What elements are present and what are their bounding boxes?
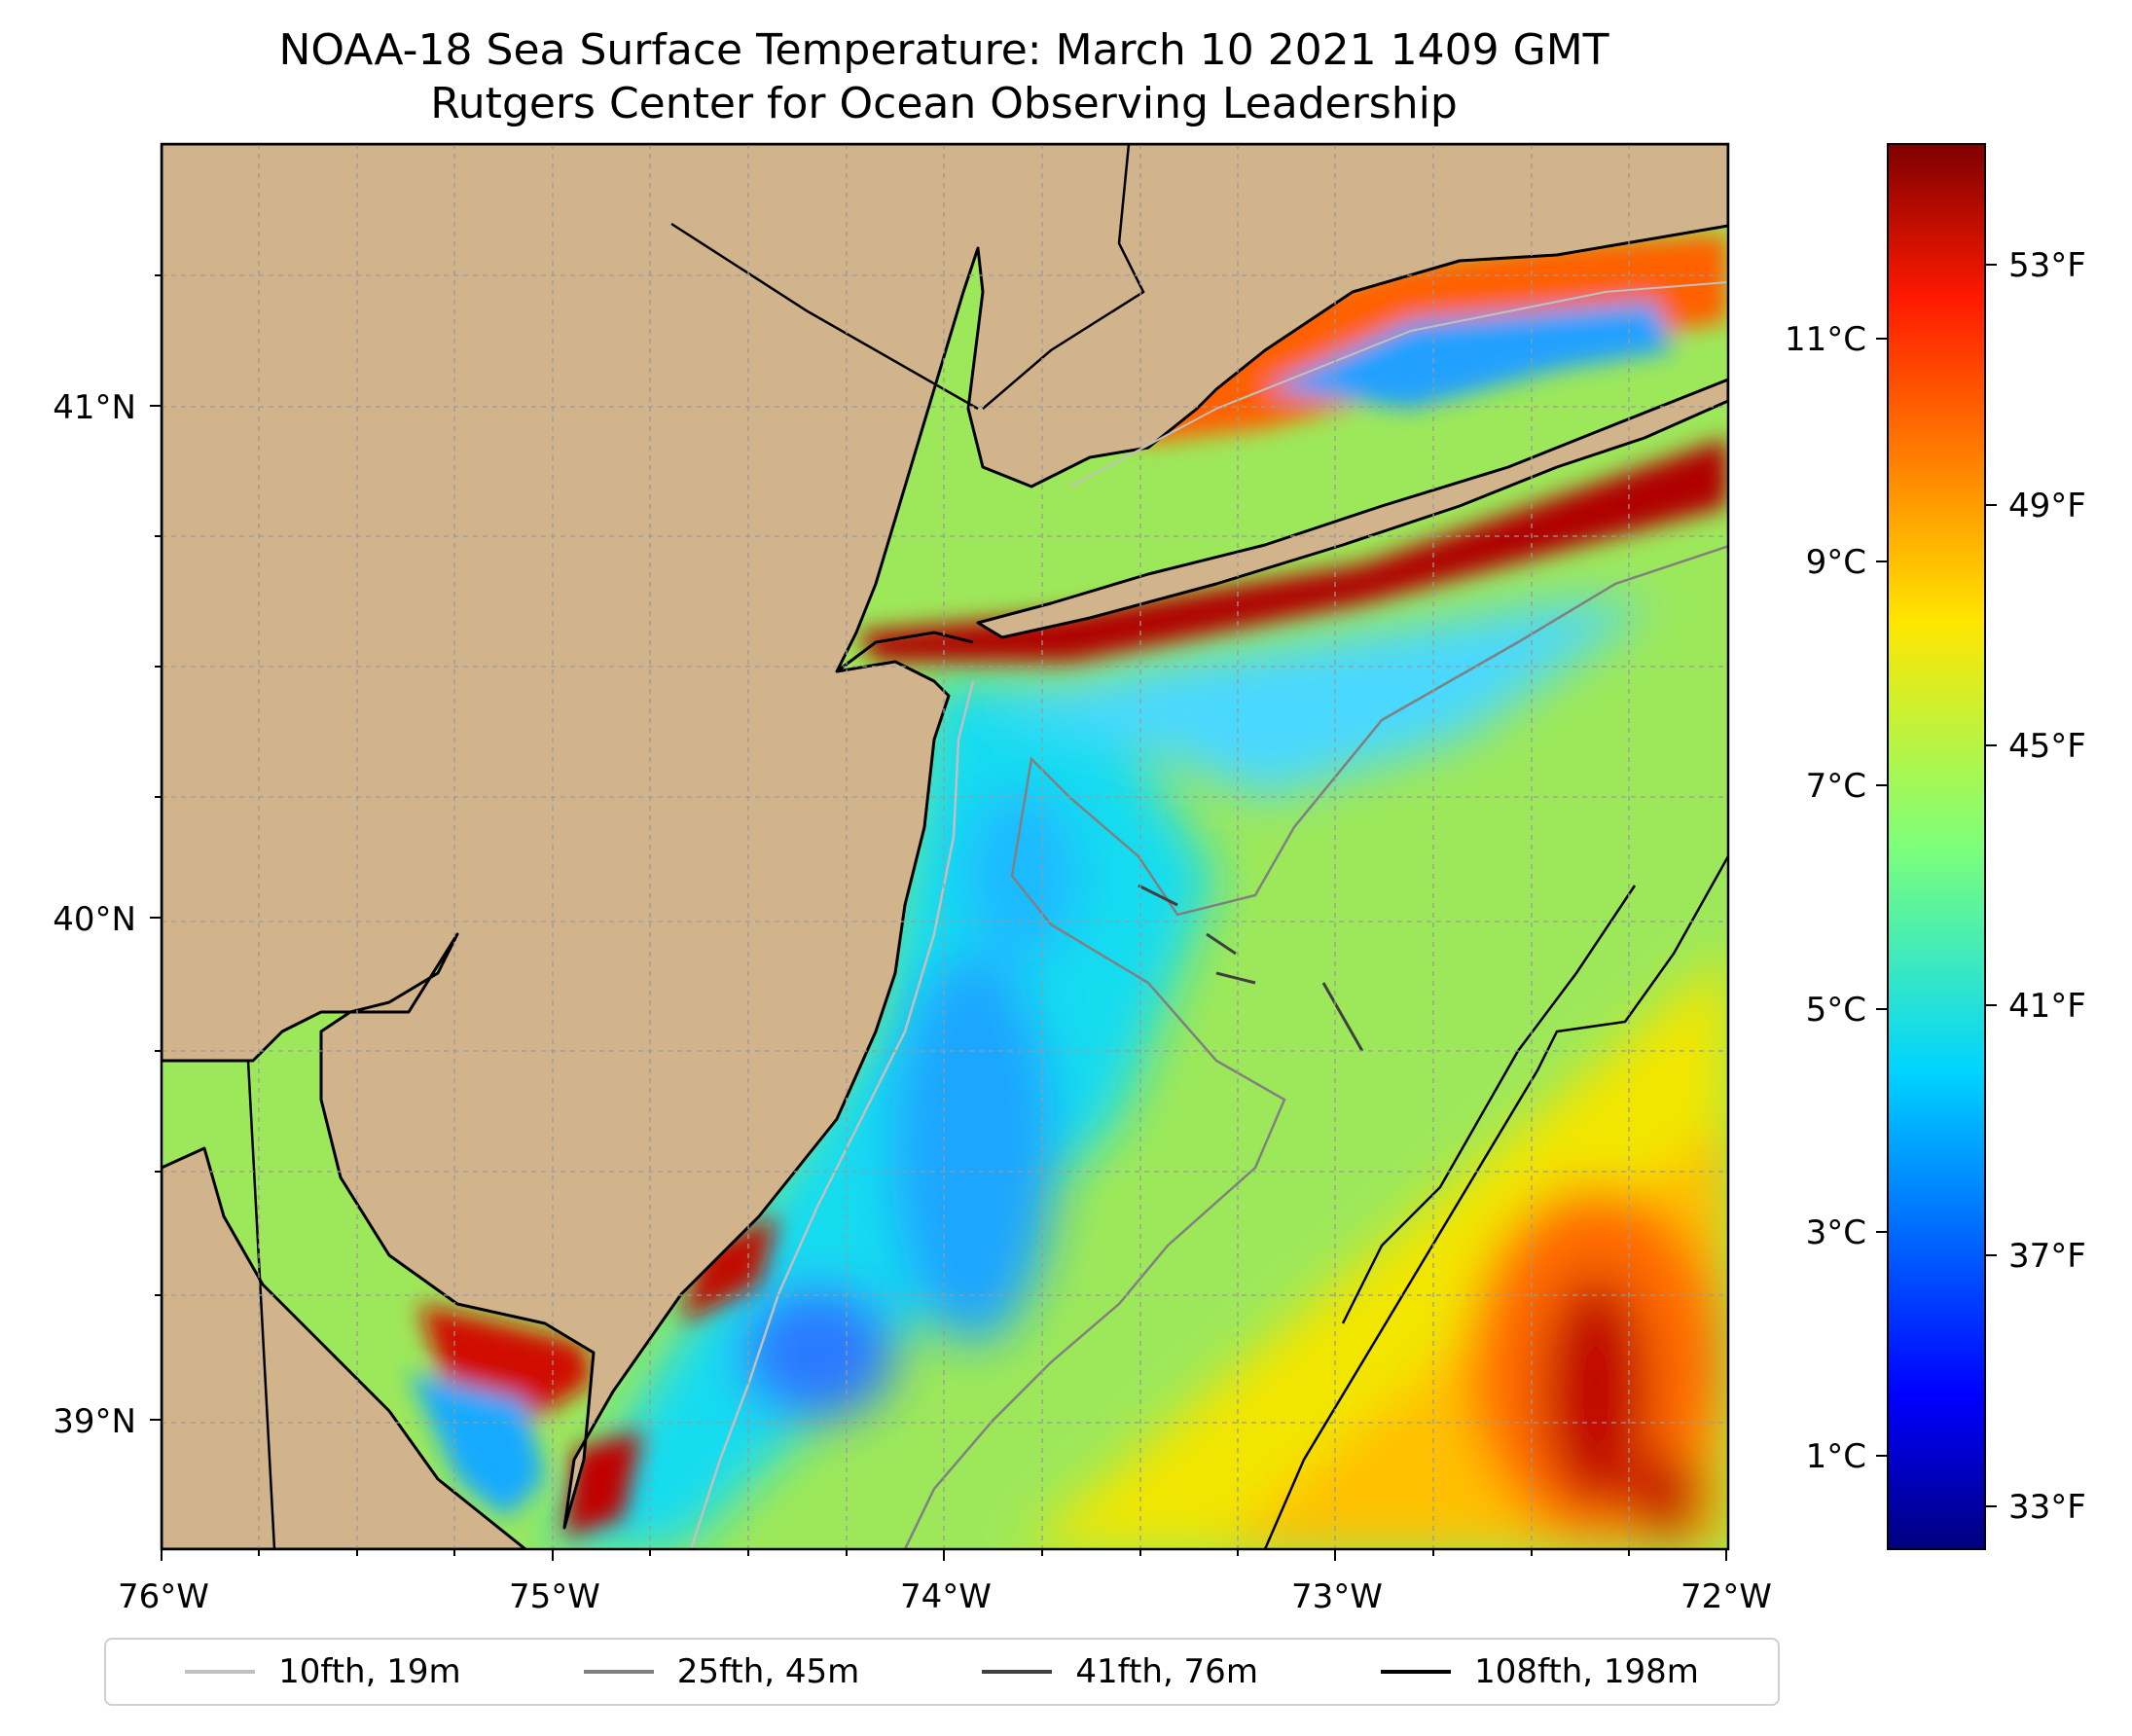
legend-swatch (982, 1670, 1053, 1674)
x-tick-label: 75°W (509, 1577, 600, 1616)
colorbar-fahrenheit-label: 45°F (2008, 727, 2086, 766)
colorbar-celsius-label: 7°C (1806, 767, 1866, 806)
colorbar-fahrenheit-label: 37°F (2008, 1237, 2086, 1276)
raritan-bay-shore (836, 631, 974, 673)
land (162, 144, 1728, 1549)
bathymetry-contours (689, 281, 1728, 1549)
long-island (976, 378, 1728, 639)
legend-item-41fth: 41fth, 76m (982, 1652, 1258, 1691)
y-tick-label: 40°N (53, 900, 136, 939)
colorbar-celsius-label: 1°C (1806, 1437, 1866, 1476)
mainland (162, 144, 1728, 1530)
state-borders (162, 144, 1145, 1549)
legend-item-108fth: 108fth, 198m (1381, 1652, 1699, 1691)
contour-41fth (1138, 884, 1364, 1052)
colorbar-fahrenheit-label: 33°F (2008, 1488, 2086, 1527)
contour-10fth-sound (1069, 281, 1728, 488)
legend-label: 108fth, 198m (1474, 1652, 1699, 1691)
legend-item-25fth: 25fth, 45m (583, 1652, 860, 1691)
y-tick-label: 41°N (53, 388, 136, 427)
legend-swatch (185, 1670, 256, 1674)
legend-label: 41fth, 76m (1075, 1652, 1258, 1691)
gridlines (162, 144, 1728, 1549)
delmarva (162, 1146, 527, 1549)
legend-label: 25fth, 45m (676, 1652, 860, 1691)
map-area (162, 144, 1728, 1549)
x-tick-label: 74°W (900, 1577, 992, 1616)
x-tick-label: 76°W (118, 1577, 209, 1616)
x-tick-labels: 76°W 75°W 74°W 73°W 72°W (118, 1577, 1772, 1616)
legend-swatch (583, 1670, 654, 1674)
y-tick-labels: 41°N 40°N 39°N (53, 388, 136, 1441)
colorbar-celsius-label: 11°C (1785, 320, 1866, 359)
legend-swatch (1381, 1670, 1452, 1674)
sst-warm-southeast (1022, 954, 1728, 1549)
x-tick-label: 73°W (1291, 1577, 1383, 1616)
sst-cool-shelf (545, 603, 1654, 1549)
chart-subtitle: Rutgers Center for Ocean Observing Leade… (430, 79, 1458, 128)
legend-item-10fth: 10fth, 19m (185, 1652, 461, 1691)
colorbar-celsius-label: 9°C (1806, 543, 1866, 582)
colorbar-fahrenheit-label: 53°F (2008, 246, 2086, 285)
contour-108fth (1263, 855, 1728, 1549)
colorbar-celsius-label: 3°C (1806, 1213, 1866, 1252)
y-tick-label: 39°N (53, 1402, 136, 1441)
axis-ticks (150, 274, 1727, 1561)
colorbar-fahrenheit-label: 49°F (2008, 487, 2086, 525)
colorbar-gradient (1887, 143, 1986, 1550)
contour-legend: 10fth, 19m 25fth, 45m 41fth, 76m 108fth,… (104, 1638, 1780, 1706)
x-tick-label: 72°W (1680, 1577, 1772, 1616)
chart-title: NOAA-18 Sea Surface Temperature: March 1… (278, 25, 1609, 75)
legend-label: 10fth, 19m (278, 1652, 461, 1691)
colorbar-celsius-label: 5°C (1806, 991, 1866, 1030)
contour-25fth (903, 545, 1728, 1549)
contour-10fth (689, 680, 975, 1549)
colorbar-fahrenheit-label: 41°F (2008, 987, 2086, 1026)
colorbar: 11°C 9°C 7°C 5°C 3°C 1°C 53°F 49°F 45°F … (1785, 143, 2086, 1550)
